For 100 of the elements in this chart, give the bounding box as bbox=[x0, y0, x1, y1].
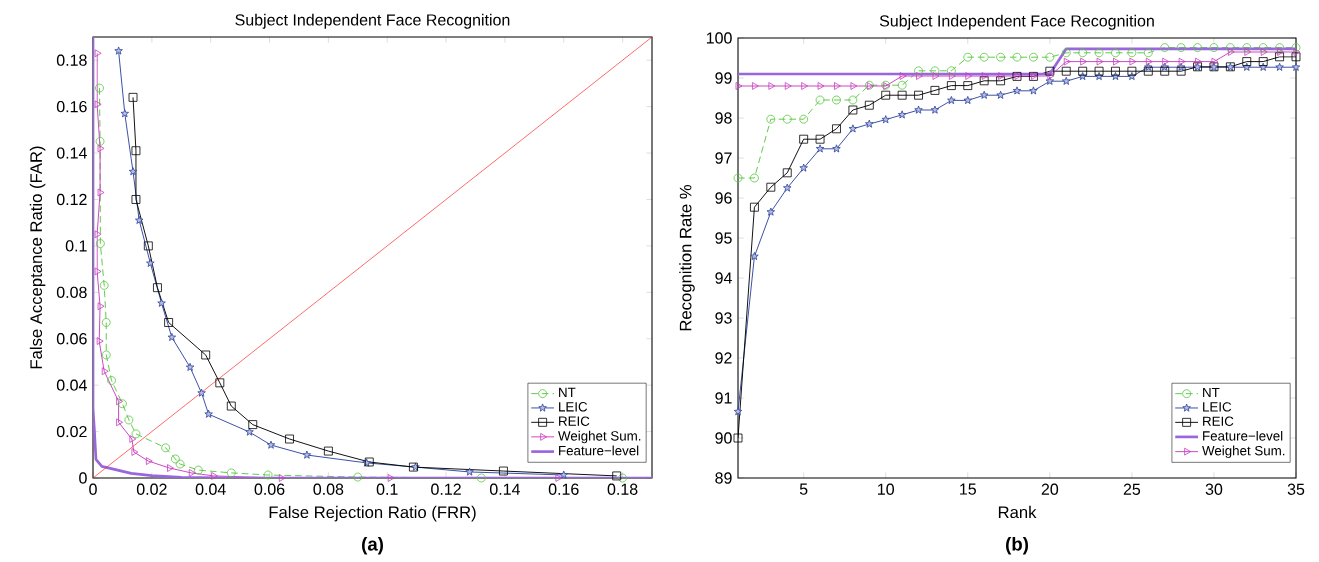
legend-label: Weighet Sum. bbox=[1202, 445, 1285, 459]
point bbox=[815, 134, 825, 144]
point bbox=[101, 318, 111, 327]
point bbox=[101, 350, 111, 360]
point bbox=[128, 92, 138, 102]
point bbox=[1127, 48, 1137, 58]
x-tick-label: 35 bbox=[1287, 483, 1305, 495]
point bbox=[618, 473, 627, 483]
line-series bbox=[93, 37, 653, 478]
legend-label: NT bbox=[1203, 387, 1220, 398]
point bbox=[1061, 66, 1071, 76]
point bbox=[783, 183, 792, 192]
point bbox=[834, 82, 841, 90]
point bbox=[193, 465, 203, 475]
point bbox=[114, 46, 123, 55]
point bbox=[124, 415, 134, 425]
x-tick-label: 30 bbox=[1205, 483, 1223, 495]
point bbox=[899, 72, 907, 80]
point bbox=[897, 90, 907, 100]
point bbox=[782, 114, 792, 124]
point bbox=[95, 137, 105, 146]
point bbox=[97, 302, 105, 311]
point bbox=[946, 66, 956, 76]
legend-label: Feature−level bbox=[1203, 430, 1283, 441]
point bbox=[963, 81, 973, 90]
point bbox=[1045, 66, 1055, 76]
point bbox=[1195, 57, 1202, 66]
point bbox=[226, 401, 236, 411]
point bbox=[1258, 62, 1268, 71]
y-tick-label: 0.1 bbox=[65, 240, 87, 252]
point bbox=[1080, 57, 1088, 66]
point bbox=[817, 82, 825, 90]
point bbox=[1078, 66, 1088, 76]
point bbox=[94, 100, 102, 109]
point bbox=[832, 124, 841, 134]
y-tick-label: 0.04 bbox=[56, 379, 87, 391]
point bbox=[782, 168, 792, 178]
point bbox=[1047, 72, 1055, 80]
point bbox=[211, 472, 219, 480]
point bbox=[766, 114, 776, 124]
point bbox=[248, 420, 258, 430]
y-axis-title: Recognition Rate % bbox=[679, 184, 695, 331]
point bbox=[848, 124, 858, 133]
point bbox=[735, 82, 743, 90]
point bbox=[1113, 57, 1120, 66]
point bbox=[1293, 48, 1301, 56]
point bbox=[323, 446, 333, 456]
point bbox=[733, 407, 743, 416]
point bbox=[153, 283, 162, 293]
point bbox=[188, 469, 196, 477]
point bbox=[930, 66, 940, 76]
point bbox=[1012, 52, 1022, 62]
point bbox=[131, 146, 141, 156]
x-tick-label: 0.1 bbox=[376, 483, 398, 495]
point bbox=[1145, 57, 1153, 66]
point bbox=[226, 468, 236, 478]
legend-label: LEIC bbox=[559, 402, 588, 412]
point bbox=[1291, 43, 1301, 52]
point bbox=[116, 418, 124, 427]
point bbox=[1061, 48, 1071, 58]
point bbox=[1129, 57, 1137, 66]
chart-title: Subject Independent Face Recognition bbox=[235, 13, 510, 29]
point bbox=[120, 109, 129, 118]
point bbox=[128, 167, 138, 176]
x-tick-label: 0.18 bbox=[607, 483, 638, 495]
point bbox=[832, 144, 841, 153]
y-tick-label: 89 bbox=[715, 472, 732, 484]
point bbox=[1012, 86, 1022, 95]
point bbox=[145, 457, 153, 465]
point bbox=[157, 298, 166, 307]
y-tick-label: 0.08 bbox=[56, 286, 87, 298]
point bbox=[799, 114, 809, 124]
point bbox=[1244, 48, 1252, 56]
point bbox=[963, 96, 972, 105]
point bbox=[799, 163, 808, 172]
point bbox=[96, 337, 104, 345]
point bbox=[981, 72, 989, 80]
point bbox=[947, 96, 956, 105]
point bbox=[146, 258, 155, 267]
legend-label: Feature−level bbox=[559, 445, 639, 456]
point bbox=[285, 434, 294, 444]
point bbox=[201, 350, 211, 360]
point bbox=[1193, 43, 1202, 52]
x-tick-label: 0.16 bbox=[548, 483, 579, 495]
x-tick-label: 25 bbox=[1123, 483, 1141, 495]
point bbox=[1275, 43, 1284, 52]
text: (b) bbox=[1006, 537, 1029, 555]
point bbox=[865, 119, 874, 128]
point bbox=[733, 433, 743, 443]
y-tick-label: 90 bbox=[715, 432, 732, 444]
point bbox=[799, 134, 809, 144]
x-tick-label: 0.08 bbox=[313, 483, 344, 495]
point bbox=[1143, 48, 1153, 58]
point bbox=[1029, 52, 1038, 62]
point bbox=[768, 82, 776, 90]
point bbox=[1094, 66, 1104, 76]
point bbox=[94, 267, 102, 276]
x-tick-label: 5 bbox=[799, 483, 808, 495]
point bbox=[750, 202, 759, 212]
point bbox=[848, 95, 858, 105]
